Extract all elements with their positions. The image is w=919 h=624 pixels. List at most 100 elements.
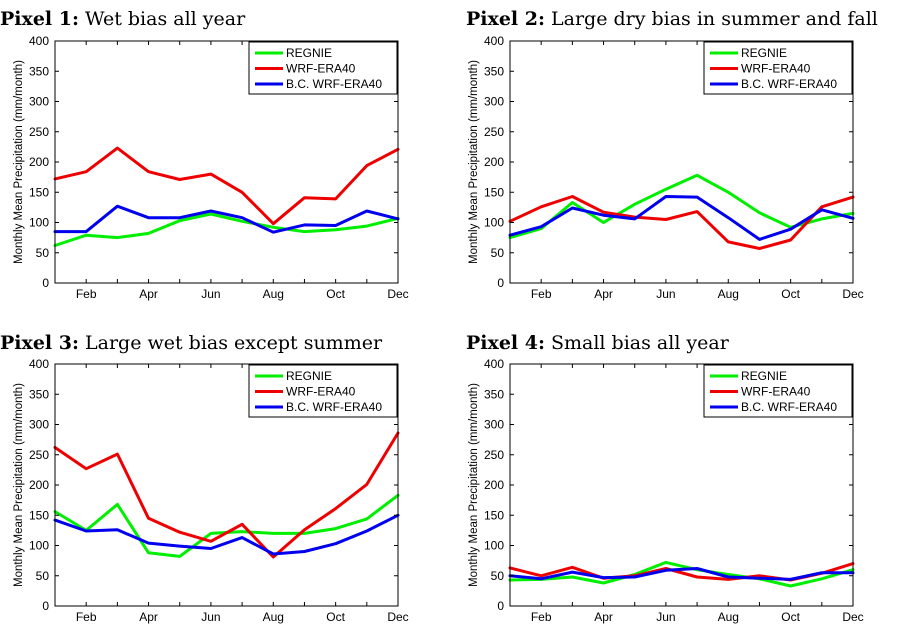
x-tick-label: Aug <box>263 287 284 301</box>
legend-label: B.C. WRF-ERA40 <box>741 400 837 414</box>
y-tick-label: 200 <box>484 478 504 492</box>
y-tick-label: 300 <box>484 418 504 432</box>
x-tick-label: Oct <box>781 610 800 624</box>
x-tick-label: Feb <box>76 610 97 624</box>
y-tick-label: 200 <box>29 155 49 169</box>
y-tick-label: 250 <box>29 448 49 462</box>
y-tick-label: 400 <box>484 357 504 371</box>
x-tick-label: Aug <box>718 287 739 301</box>
x-tick-label: Oct <box>326 610 345 624</box>
legend-label: REGNIE <box>741 369 787 383</box>
x-tick-label: Feb <box>531 287 552 301</box>
y-tick-label: 250 <box>484 125 504 139</box>
y-tick-label: 150 <box>29 508 49 522</box>
legend-label: WRF-ERA40 <box>286 385 356 399</box>
y-axis-label: Monthly Mean Precipitation (mm/month) <box>468 60 480 264</box>
series-line-regnie <box>53 493 400 558</box>
chart-panel-1: Pixel 1: Wet bias all year Monthly Mean Pr… <box>0 8 409 301</box>
series-line-b-c-wrf-era40 <box>53 513 400 556</box>
y-tick-label: 50 <box>36 569 50 583</box>
x-tick-label: Jun <box>656 610 675 624</box>
chart-title: Pixel 3: Large wet bias except summer <box>0 332 383 354</box>
x-tick-label: Oct <box>326 287 345 301</box>
chart-title: Pixel 4: Small bias all year <box>466 332 730 354</box>
y-tick-label: 350 <box>484 64 504 78</box>
x-tick-label: Apr <box>139 287 158 301</box>
y-tick-label: 150 <box>484 185 504 199</box>
y-tick-label: 0 <box>42 276 49 290</box>
chart-title-text: Large dry bias in summer and fall <box>551 8 878 30</box>
y-tick-label: 0 <box>497 276 504 290</box>
x-tick-label: Aug <box>718 610 739 624</box>
x-tick-label: Dec <box>842 610 863 624</box>
y-tick-label: 250 <box>484 448 504 462</box>
x-tick-label: Apr <box>139 610 158 624</box>
chart-title: Pixel 1: Wet bias all year <box>0 8 246 30</box>
y-tick-label: 0 <box>497 599 504 613</box>
y-tick-label: 50 <box>491 569 505 583</box>
x-tick-label: Jun <box>656 287 675 301</box>
y-tick-label: 200 <box>484 155 504 169</box>
y-tick-label: 150 <box>29 185 49 199</box>
y-tick-label: 200 <box>29 478 49 492</box>
x-tick-label: Dec <box>387 610 408 624</box>
y-tick-label: 400 <box>484 34 504 48</box>
x-tick-label: Apr <box>594 287 613 301</box>
y-tick-label: 350 <box>484 387 504 401</box>
series-line-wrf-era40 <box>53 146 400 226</box>
legend-label: WRF-ERA40 <box>286 62 356 76</box>
chart-title-bold: Pixel 3: <box>0 332 79 354</box>
chart-panel-2: Pixel 2: Large dry bias in summer and fal… <box>466 8 878 301</box>
y-tick-label: 300 <box>484 95 504 109</box>
y-tick-label: 150 <box>484 508 504 522</box>
chart-title-text: Wet bias all year <box>85 8 246 30</box>
series-line-wrf-era40 <box>508 195 855 250</box>
series-line-regnie <box>53 212 400 247</box>
x-tick-label: Jun <box>201 287 220 301</box>
y-tick-label: 100 <box>484 216 504 230</box>
y-tick-label: 300 <box>29 418 49 432</box>
series-line-b-c-wrf-era40 <box>508 567 855 581</box>
series-line-b-c-wrf-era40 <box>508 195 855 241</box>
y-tick-label: 400 <box>29 357 49 371</box>
y-tick-label: 0 <box>42 599 49 613</box>
chart-title: Pixel 2: Large dry bias in summer and fal… <box>466 8 878 30</box>
y-tick-label: 350 <box>29 64 49 78</box>
legend-label: B.C. WRF-ERA40 <box>286 77 382 91</box>
x-tick-label: Feb <box>531 610 552 624</box>
y-tick-label: 100 <box>29 216 49 230</box>
x-tick-label: Apr <box>594 610 613 624</box>
x-tick-label: Dec <box>387 287 408 301</box>
chart-panel-4: Pixel 4: Small bias all year Monthly Mean … <box>466 332 864 624</box>
y-tick-label: 300 <box>29 95 49 109</box>
chart-panel-3: Pixel 3: Large wet bias except summer Mont… <box>0 332 409 624</box>
chart-title-text: Large wet bias except summer <box>85 332 383 354</box>
y-tick-label: 100 <box>484 539 504 553</box>
x-tick-label: Feb <box>76 287 97 301</box>
legend-label: REGNIE <box>741 46 787 60</box>
x-tick-label: Dec <box>842 287 863 301</box>
y-tick-label: 50 <box>491 246 505 260</box>
chart-title-bold: Pixel 1: <box>0 8 79 30</box>
chart-title-text: Small bias all year <box>551 332 730 354</box>
x-tick-label: Jun <box>201 610 220 624</box>
legend-label: B.C. WRF-ERA40 <box>286 400 382 414</box>
y-tick-label: 100 <box>29 539 49 553</box>
series-line-b-c-wrf-era40 <box>53 204 400 234</box>
x-tick-label: Oct <box>781 287 800 301</box>
y-axis-label: Monthly Mean Precipitation (mm/month) <box>13 60 25 264</box>
y-tick-label: 400 <box>29 34 49 48</box>
legend-label: B.C. WRF-ERA40 <box>741 77 837 91</box>
legend-label: REGNIE <box>286 46 332 60</box>
chart-title-bold: Pixel 4: <box>466 332 545 354</box>
legend-label: WRF-ERA40 <box>741 62 811 76</box>
y-axis-label: Monthly Mean Precipitation (mm/month) <box>468 383 480 587</box>
series-line-regnie <box>508 560 855 588</box>
y-axis-label: Monthly Mean Precipitation (mm/month) <box>13 383 25 587</box>
y-tick-label: 350 <box>29 387 49 401</box>
